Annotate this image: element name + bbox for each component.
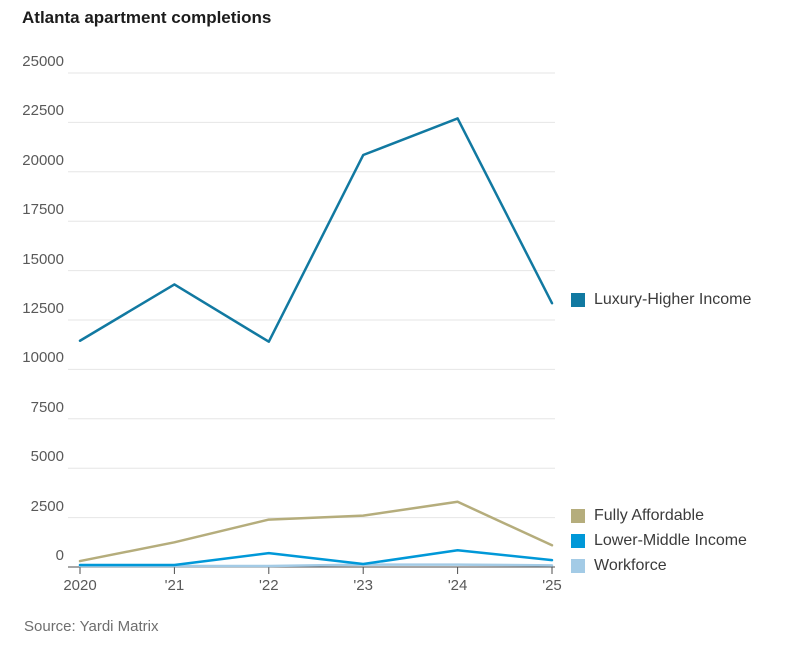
legend-luxury: Luxury-Higher Income [571,290,751,310]
y-tick-label: 7500 [30,398,64,416]
legend-affordable-group: Fully Affordable Lower-Middle Income Workf… [571,506,747,576]
x-tick-label: '24 [447,577,468,594]
legend-label: Lower-Middle Income [594,532,747,549]
y-tick-label: 10000 [22,349,64,367]
legend-swatch-icon [571,559,585,573]
chart-title: Atlanta apartment completions [22,8,272,27]
x-tick-label: '23 [353,577,373,594]
y-tick-label: 17500 [22,201,64,219]
x-tick-label: 2020 [63,577,97,594]
legend-label: Workforce [594,557,667,574]
y-tick-label: 20000 [22,151,64,169]
legend-swatch-icon [571,293,585,307]
legend-item: Fully Affordable [571,506,747,526]
x-tick-label: '22 [259,577,279,594]
legend-item: Workforce [571,556,747,576]
y-tick-label: 22500 [22,102,64,120]
y-tick-label: 25000 [22,53,64,70]
series-line-lower-middle-income [78,548,554,567]
y-tick-label: 12500 [22,300,64,317]
series-line-fully-affordable [78,500,554,563]
legend-item: Luxury-Higher Income [571,290,751,310]
legend-label: Luxury-Higher Income [594,291,752,308]
y-tick-label: 0 [55,547,64,564]
x-tick-label: '21 [164,577,185,594]
source-credit: Source: Yardi Matrix [24,618,159,635]
legend-label: Fully Affordable [594,507,704,524]
y-tick-label: 2500 [30,497,64,515]
x-tick-label: '25 [542,577,562,594]
legend-swatch-icon [571,534,585,548]
y-tick-label: 15000 [22,250,64,268]
legend-swatch-icon [571,509,585,523]
series-line-luxury-higher-income [78,117,554,343]
y-tick-label: 5000 [30,448,64,466]
legend-item: Lower-Middle Income [571,531,747,551]
